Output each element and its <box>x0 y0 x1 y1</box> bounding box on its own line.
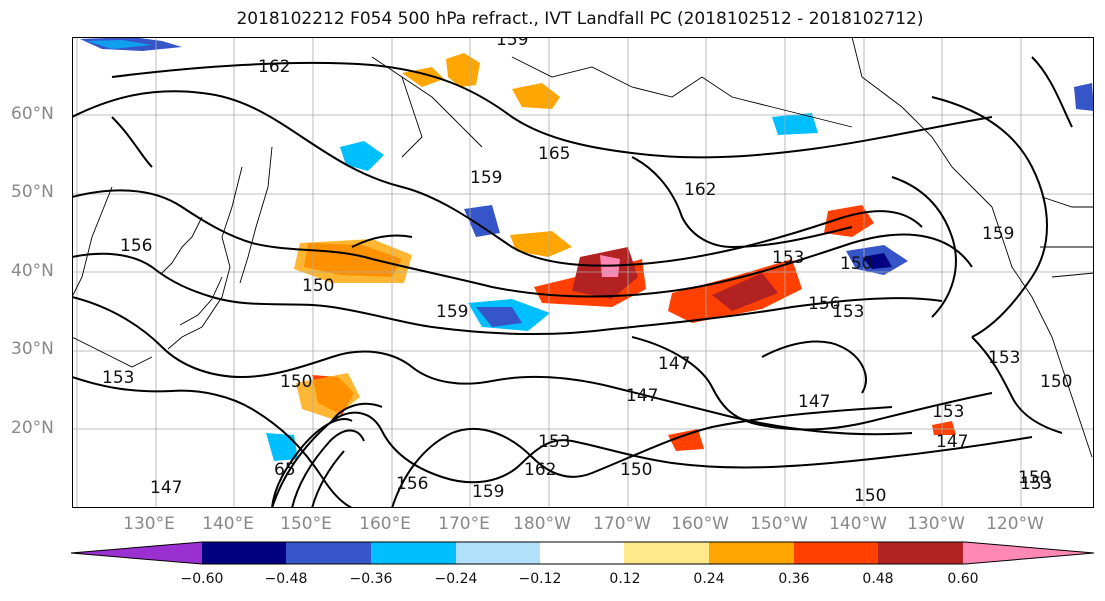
positive-anomaly-patch <box>668 429 704 451</box>
contour-label: 150 <box>854 486 886 506</box>
lon-label: 170°W <box>593 514 651 534</box>
contour-label: 150 <box>1040 372 1072 392</box>
contour-labels: 162 165 159 162 156 153 150 159 153 156 … <box>102 37 1072 506</box>
colorbar-segment <box>624 542 710 564</box>
positive-anomaly-patch <box>446 53 480 87</box>
negative-anomaly-patch <box>266 433 298 461</box>
coastlines <box>72 37 1094 458</box>
lat-label: 60°N <box>11 104 54 124</box>
colorbar-tick-label: −0.12 <box>518 571 562 587</box>
colorbar-extend-high <box>963 542 1094 564</box>
contour-label: 147 <box>658 354 690 374</box>
lat-label: 20°N <box>11 418 54 438</box>
negative-anomaly-patch <box>87 40 152 49</box>
colorbar-segment <box>371 542 457 564</box>
contour-label: 150 <box>280 372 312 392</box>
contour-label: 153 <box>538 432 570 452</box>
colorbar-segment <box>794 542 879 564</box>
colorbar-segment <box>709 542 795 564</box>
colorbar-segment <box>202 542 287 564</box>
lon-label: 160°W <box>671 514 729 534</box>
contour-label: 153 <box>932 402 964 422</box>
negative-anomaly-patch <box>476 307 522 327</box>
positive-anomaly-patch <box>512 83 560 109</box>
positive-anomaly-patch <box>510 231 572 257</box>
lon-label: 150°W <box>750 514 808 534</box>
contour-lines <box>72 56 1073 508</box>
contour-label: 159 <box>472 482 504 502</box>
colorbar <box>70 541 1095 565</box>
lon-label: 130°W <box>907 514 965 534</box>
contour-label: 150 <box>1018 468 1050 488</box>
contour-label: 65 <box>274 460 296 480</box>
contour-label: 153 <box>102 368 134 388</box>
contour-label: 159 <box>470 168 502 188</box>
contour-label: 156 <box>120 236 152 256</box>
colorbar-segment <box>456 542 541 564</box>
contour-label: 156 <box>808 294 840 314</box>
lat-label: 40°N <box>11 261 54 281</box>
contour-label: 159 <box>436 302 468 322</box>
colorbar-tick-label: −0.36 <box>349 571 393 587</box>
contour-label: 156 <box>396 474 428 494</box>
colorbar-tick-label: 0.24 <box>693 571 725 587</box>
negative-anomaly-patch <box>862 253 892 269</box>
colorbar-tick-label: −0.60 <box>180 571 224 587</box>
colorbar-tick-label: 0.12 <box>609 571 641 587</box>
lon-label: 170°E <box>438 514 490 534</box>
negative-anomaly-patch <box>464 205 500 237</box>
positive-anomaly-patch <box>932 421 956 435</box>
lon-label: 140°E <box>202 514 254 534</box>
contour-label: 162 <box>258 57 290 77</box>
lon-label: 140°W <box>829 514 887 534</box>
contour-label: 162 <box>684 180 716 200</box>
lon-label: 160°E <box>359 514 411 534</box>
contour-label: 165 <box>538 144 570 164</box>
colorbar-tick-label: 0.36 <box>778 571 810 587</box>
lon-label: 120°W <box>986 514 1044 534</box>
contour-label: 147 <box>626 386 658 406</box>
lat-label: 50°N <box>11 182 54 202</box>
map-panel: 162 165 159 162 156 153 150 159 153 156 … <box>72 37 1094 508</box>
lon-label: 130°E <box>123 514 175 534</box>
graticule <box>72 37 1094 508</box>
contour-label: 147 <box>798 392 830 412</box>
colorbar-segment <box>286 542 372 564</box>
colorbar-segment <box>540 542 625 564</box>
contour-label: 147 <box>936 432 968 452</box>
colorbar-extend-low <box>71 542 202 564</box>
contour-label: 153 <box>772 248 804 268</box>
colorbar-tick-label: 0.48 <box>862 571 894 587</box>
positive-anomaly-patch <box>296 373 360 419</box>
contour-label: 153 <box>988 348 1020 368</box>
lon-label: 180°W <box>513 514 571 534</box>
lon-label: 150°E <box>280 514 332 534</box>
colorbar-tick-label: −0.24 <box>434 571 478 587</box>
contour-label: 159 <box>496 37 528 50</box>
negative-anomaly-patch <box>1074 83 1094 111</box>
plot-title: 2018102212 F054 500 hPa refract., IVT La… <box>236 9 924 29</box>
negative-anomaly-patch <box>340 141 384 171</box>
contour-label: 153 <box>832 302 864 322</box>
lat-label: 30°N <box>11 339 54 359</box>
negative-anomaly-patch <box>772 113 818 135</box>
contour-label: 159 <box>982 224 1014 244</box>
contour-label: 147 <box>150 478 182 498</box>
colorbar-tick-label: 0.60 <box>947 571 979 587</box>
contour-label: 150 <box>840 254 872 274</box>
contour-label: 150 <box>620 460 652 480</box>
colorbar-segment <box>878 542 964 564</box>
strong-positive-anomaly-patch <box>712 273 778 311</box>
colorbar-tick-label: −0.48 <box>264 571 308 587</box>
contour-label: 162 <box>524 460 556 480</box>
contour-label: 150 <box>302 276 334 296</box>
contour-label: 153 <box>1020 474 1052 494</box>
